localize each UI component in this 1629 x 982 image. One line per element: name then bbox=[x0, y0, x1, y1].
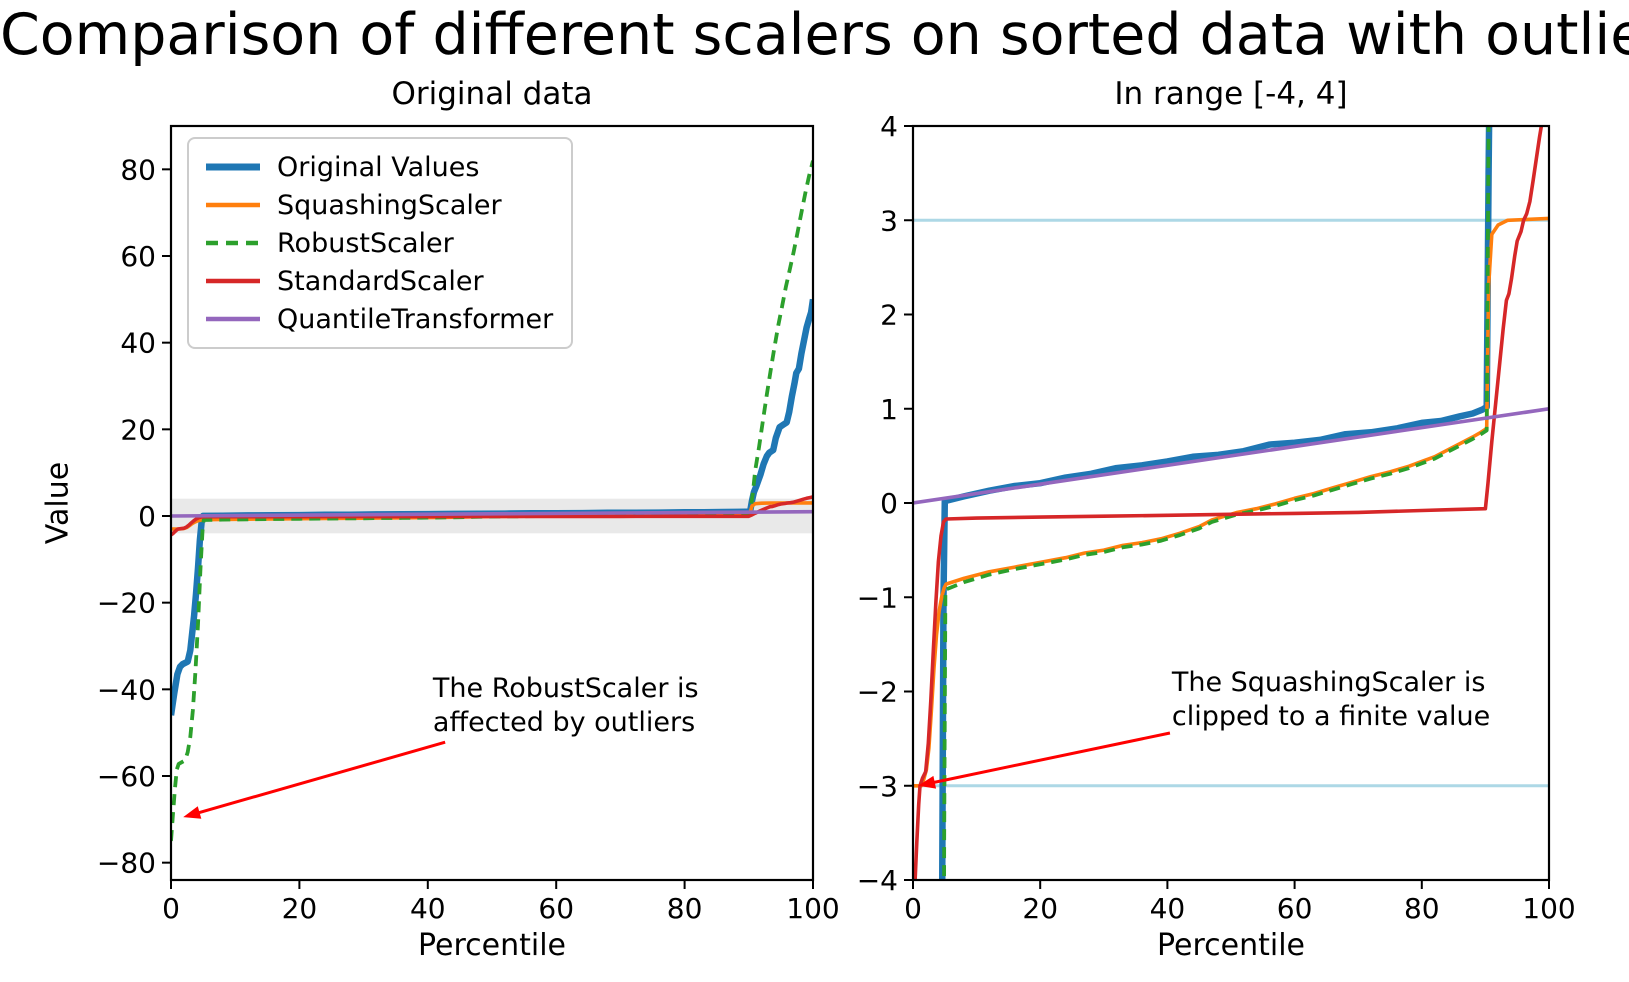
right-x-axis-label: Percentile bbox=[1156, 928, 1305, 963]
legend-item: StandardScaler bbox=[205, 262, 553, 300]
y-tick-label: 0 bbox=[138, 500, 156, 533]
legend-label: QuantileTransformer bbox=[277, 303, 554, 335]
x-tick-label: 60 bbox=[538, 892, 574, 925]
series-line-squashingscaler bbox=[913, 216, 1549, 788]
right-plot-area: 0 20 40 60 80 100 4 3 2 1 0 −1 −2 −3 −4 bbox=[857, 110, 1576, 925]
series-line-standardscaler bbox=[171, 495, 813, 537]
y-tick-label: −80 bbox=[97, 847, 156, 880]
left-plot-area: 0 20 40 60 80 100 80 60 40 20 0 −20 −40 −60 −80 bbox=[97, 124, 840, 925]
y-tick-label: 1 bbox=[880, 393, 898, 426]
y-tick-label: −20 bbox=[97, 587, 156, 620]
y-tick-label: −60 bbox=[97, 760, 156, 793]
legend-item: RobustScaler bbox=[205, 224, 553, 262]
legend-label: StandardScaler bbox=[277, 265, 484, 297]
y-tick-label: 0 bbox=[880, 487, 898, 520]
series-line-quantiletransformer bbox=[171, 509, 813, 518]
axes-spine bbox=[169, 124, 815, 882]
y-tick-label: 40 bbox=[120, 327, 156, 360]
axes-spine bbox=[911, 124, 1551, 882]
x-tick-label: 0 bbox=[904, 892, 922, 925]
legend-line-sample bbox=[206, 316, 260, 322]
legend-line-sample bbox=[206, 278, 260, 284]
figure-title: Comparison of different scalers on sorte… bbox=[0, 2, 1629, 68]
left-plot-title: Original data bbox=[391, 76, 593, 112]
annotation-arrow-line bbox=[931, 731, 1171, 785]
plot-svg: 0 20 40 60 80 100 80 60 40 20 0 −20 −40 −60 −80 bbox=[97, 124, 840, 925]
legend-line-sample bbox=[206, 163, 260, 171]
legend-label: Original Values bbox=[277, 151, 480, 183]
annotation-text: The RobustScaler is affected by outliers bbox=[432, 673, 699, 738]
annotation-arrow-line bbox=[196, 740, 446, 815]
legend-item: SquashingScaler bbox=[205, 186, 553, 224]
y-tick-label: −3 bbox=[857, 770, 898, 803]
legend-label: RobustScaler bbox=[277, 227, 454, 259]
left-x-axis-label: Percentile bbox=[417, 928, 566, 963]
y-tick-label: −40 bbox=[97, 673, 156, 706]
annotation-text: The SquashingScaler is clipped to a finit… bbox=[1171, 667, 1491, 733]
annotation-arrow-head bbox=[183, 806, 202, 819]
y-tick-label: 2 bbox=[880, 299, 898, 332]
y-tick-label: −2 bbox=[857, 676, 898, 709]
legend-line-sample bbox=[206, 240, 260, 246]
legend-label: SquashingScaler bbox=[277, 189, 502, 221]
x-tick-label: 40 bbox=[410, 892, 446, 925]
y-tick-label: 60 bbox=[120, 240, 156, 273]
y-tick-label: 80 bbox=[120, 153, 156, 186]
y-tick-label: 3 bbox=[880, 204, 898, 237]
x-tick-label: 0 bbox=[162, 892, 180, 925]
x-tick-label: 80 bbox=[1404, 892, 1440, 925]
x-tick-label: 20 bbox=[282, 892, 318, 925]
x-tick-label: 80 bbox=[667, 892, 703, 925]
x-tick-label: 60 bbox=[1277, 892, 1313, 925]
series-line-robustscaler bbox=[942, 126, 1491, 880]
y-axis-label: Value bbox=[40, 461, 76, 545]
y-tick-label: 4 bbox=[880, 110, 898, 143]
x-tick-label: 40 bbox=[1150, 892, 1186, 925]
series-line-quantiletransformer bbox=[913, 407, 1549, 505]
series-line-standardscaler bbox=[913, 126, 1544, 880]
y-tick-label: 20 bbox=[120, 413, 156, 446]
legend-item: Original Values bbox=[205, 148, 553, 186]
series-line-original-values bbox=[938, 126, 1493, 880]
annotation-arrow-head bbox=[918, 775, 937, 789]
x-tick-label: 100 bbox=[1522, 892, 1575, 925]
plot-svg: 0 20 40 60 80 100 4 3 2 1 0 −1 −2 −3 −4 bbox=[857, 110, 1576, 925]
x-tick-label: 20 bbox=[1022, 892, 1058, 925]
y-tick-label: −4 bbox=[857, 864, 898, 897]
legend-line-sample bbox=[206, 202, 260, 208]
x-tick-label: 100 bbox=[786, 892, 839, 925]
legend-item: QuantileTransformer bbox=[205, 300, 553, 338]
y-tick-label: −1 bbox=[857, 581, 898, 614]
legend: Original Values SquashingScaler RobustScal… bbox=[187, 137, 574, 349]
right-plot-title: In range [-4, 4] bbox=[1114, 76, 1348, 112]
